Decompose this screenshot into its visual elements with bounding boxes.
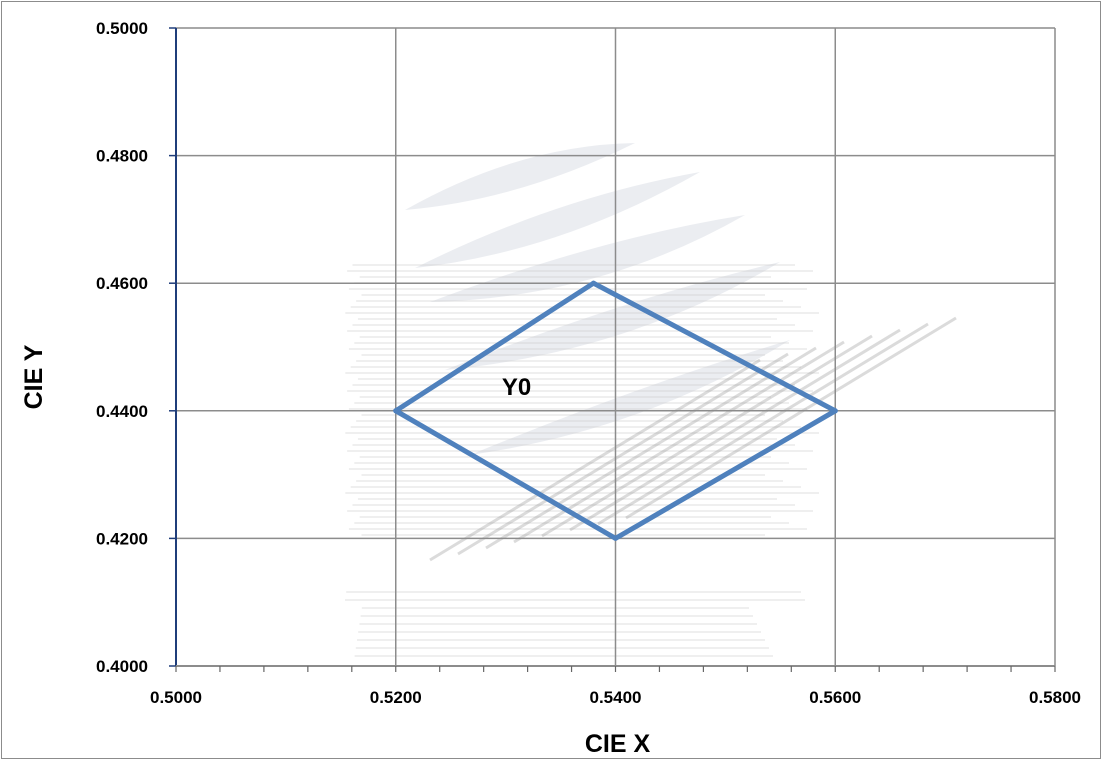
x-tick-label: 0.5800 <box>1029 688 1081 707</box>
watermark-shape <box>430 215 745 302</box>
x-axis-title: CIE X <box>585 730 651 758</box>
y-axis-title: CIE Y <box>20 344 48 409</box>
y-tick-label: 0.4200 <box>96 529 148 548</box>
y-tick-label: 0.4600 <box>96 274 148 293</box>
grid-lines <box>176 27 1056 666</box>
watermark-stripe <box>625 316 957 520</box>
x-tick-label: 0.5400 <box>590 688 642 707</box>
x-tick-label: 0.5600 <box>809 688 861 707</box>
watermark-stripe <box>569 328 901 532</box>
watermark-overlay <box>345 143 957 657</box>
y-tick-label: 0.5000 <box>96 19 148 38</box>
watermark-shape <box>445 262 780 370</box>
watermark-stripe <box>513 340 845 544</box>
x-tick-label: 0.5000 <box>150 688 202 707</box>
data-point <box>591 280 597 286</box>
watermark-stripe <box>429 358 761 562</box>
data-point <box>393 408 399 414</box>
y-tick-label: 0.4400 <box>96 402 148 421</box>
y-tick-label: 0.4800 <box>96 147 148 166</box>
y-tick-label: 0.4000 <box>96 657 148 676</box>
watermark-stripe <box>541 334 873 538</box>
x-tick-label: 0.5200 <box>370 688 422 707</box>
watermark-shape <box>415 172 700 268</box>
annotation-label: Y0 <box>502 374 531 401</box>
watermark-shape <box>470 340 790 455</box>
axes <box>169 27 1056 672</box>
watermark-stripe <box>485 346 817 550</box>
watermark-stripe <box>597 322 929 526</box>
annotations: Y0 <box>502 374 531 401</box>
tick-labels: 0.5000 0.5200 0.5400 0.5600 0.5800 0.4000 0.42… <box>96 19 1081 707</box>
watermark-shape <box>405 143 635 210</box>
series-layer <box>393 280 838 541</box>
data-point <box>613 535 618 541</box>
data-point <box>832 408 838 414</box>
watermark-stripe <box>457 352 789 556</box>
